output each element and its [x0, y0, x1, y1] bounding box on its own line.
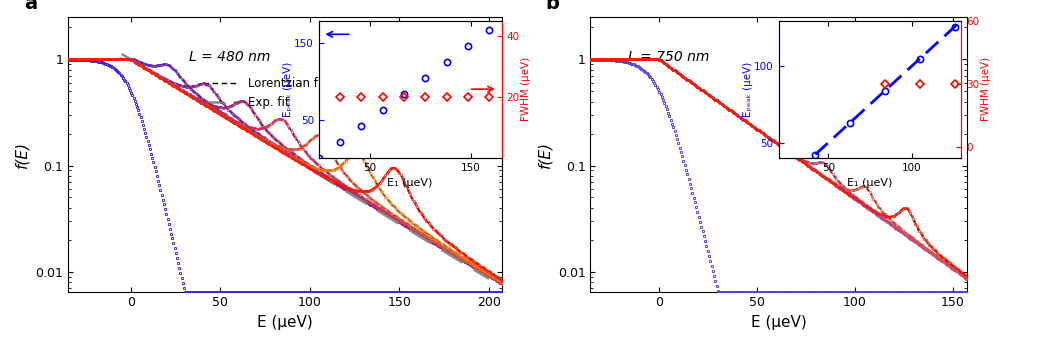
Legend: Lorentzian fit, Exp. fit: Lorentzian fit, Exp. fit	[199, 72, 331, 114]
Y-axis label: Eₚₑₐₖ (μeV): Eₚₑₐₖ (μeV)	[743, 61, 752, 117]
X-axis label: E₁ (μeV): E₁ (μeV)	[847, 178, 892, 188]
X-axis label: E (μeV): E (μeV)	[257, 315, 312, 330]
Text: L = 480 nm: L = 480 nm	[189, 50, 271, 64]
Y-axis label: f(E): f(E)	[15, 141, 29, 168]
Text: b: b	[545, 0, 559, 13]
Y-axis label: FWHM (μeV): FWHM (μeV)	[981, 57, 991, 121]
X-axis label: E (μeV): E (μeV)	[750, 315, 807, 330]
Y-axis label: FWHM (μeV): FWHM (μeV)	[521, 57, 531, 121]
Y-axis label: Eₚₑₐₖ (μeV): Eₚₑₐₖ (μeV)	[283, 61, 293, 117]
Text: a: a	[24, 0, 38, 13]
Y-axis label: f(E): f(E)	[537, 141, 552, 168]
Text: L = 750 nm: L = 750 nm	[628, 50, 710, 64]
X-axis label: E₁ (μeV): E₁ (μeV)	[388, 178, 433, 188]
